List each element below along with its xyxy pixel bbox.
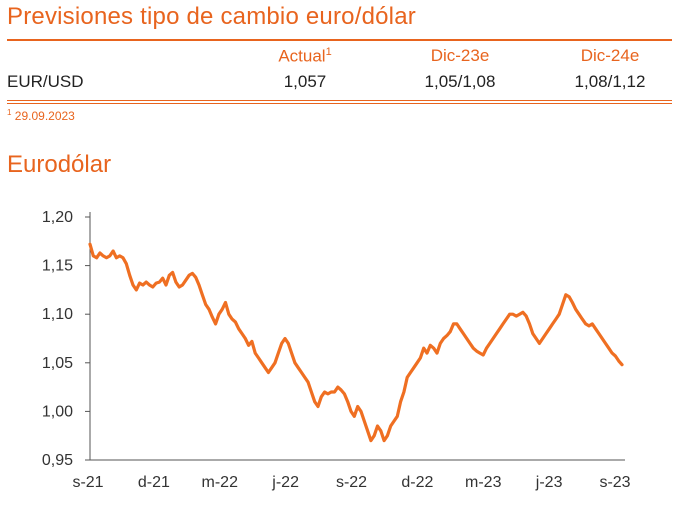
column-header-actual: Actual1 — [250, 46, 360, 67]
x-tick-label: d-22 — [401, 474, 433, 491]
chart-title: Eurodólar — [7, 151, 112, 178]
table-rule-bottom — [7, 103, 672, 104]
cell-dic-23e: 1,05/1,08 — [424, 72, 496, 91]
y-tick-label: 0,95 — [42, 452, 73, 469]
y-tick-label: 1,15 — [42, 258, 73, 275]
x-tick-label: s-22 — [336, 474, 367, 491]
header-rule — [7, 39, 672, 41]
column-header-dic-23e: Dic-23e — [430, 46, 490, 65]
x-tick-label: j-22 — [271, 474, 299, 491]
cell-actual: 1,057 — [283, 72, 327, 91]
y-tick-label: 1,10 — [42, 306, 73, 323]
x-tick-label: m-22 — [202, 474, 239, 491]
x-tick-label: s-21 — [72, 474, 103, 491]
x-tick-label: j-23 — [535, 474, 563, 491]
cell-dic-24e: 1,08/1,12 — [574, 72, 646, 91]
page-title: Previsiones tipo de cambio euro/dólar — [7, 3, 416, 30]
table-rule-top — [7, 100, 672, 101]
x-tick-label: d-21 — [138, 474, 170, 491]
y-tick-label: 1,05 — [42, 355, 73, 372]
eurusd-series-line — [88, 242, 624, 443]
y-tick-label: 1,00 — [42, 403, 73, 420]
row-label-eurusd: EUR/USD — [7, 72, 84, 91]
footnote-text: 29.09.2023 — [14, 109, 75, 123]
footnote-mark: 1 — [7, 108, 12, 117]
x-tick-label: m-23 — [465, 474, 502, 491]
column-header-dic-24e: Dic-24e — [580, 46, 640, 65]
footnote: 1 29.09.2023 — [7, 108, 75, 123]
x-tick-label: s-23 — [599, 474, 630, 491]
y-tick-label: 1,20 — [42, 209, 73, 226]
footnote-superscript: 1 — [325, 46, 332, 58]
column-header-actual-label: Actual — [278, 46, 326, 66]
